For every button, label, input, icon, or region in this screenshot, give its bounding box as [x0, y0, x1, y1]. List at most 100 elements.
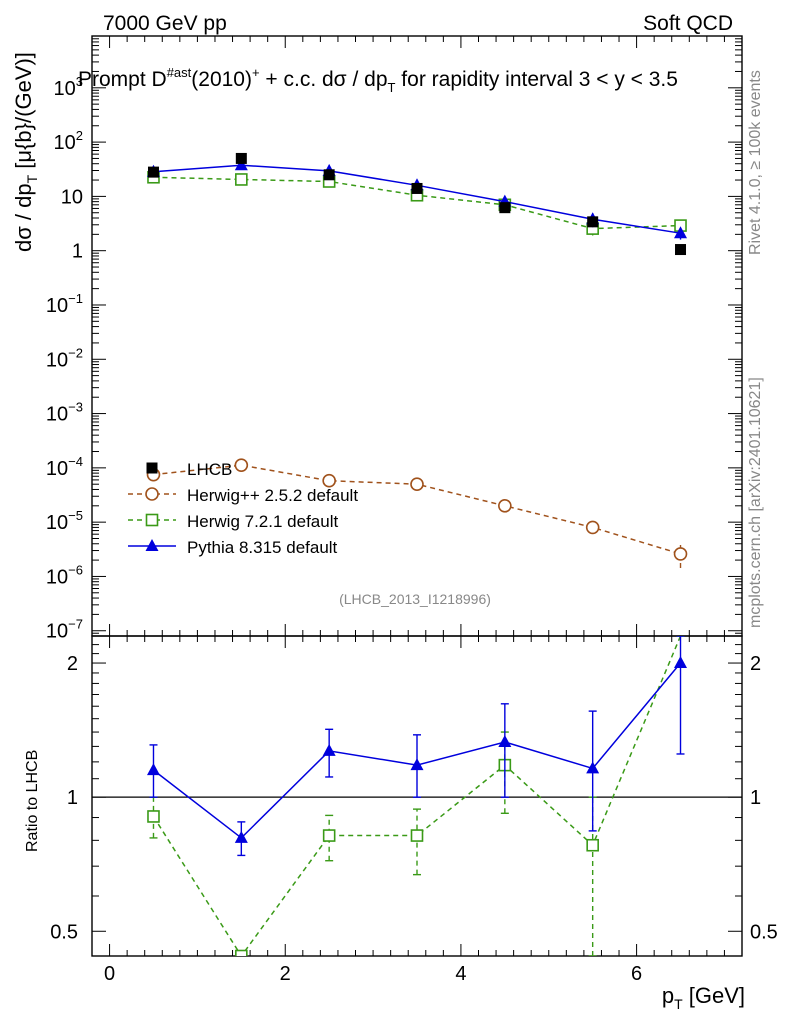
y-tick-label: 10−4 — [46, 454, 83, 480]
ratio-point — [586, 838, 599, 852]
main-y-axis-label-main: dσ / dp — [11, 183, 36, 252]
legend-item: Herwig++ 2.5.2 default — [128, 486, 358, 505]
ratio-point — [235, 949, 248, 956]
legend-label: Pythia 8.315 default — [187, 538, 338, 557]
y-tick-label-base: 10 — [46, 512, 68, 534]
plot-title: Prompt D#ast(2010)+ + c.c. dσ / dpT for … — [78, 65, 678, 95]
data-point — [673, 547, 688, 561]
data-point — [322, 473, 336, 488]
x-tick-label: 4 — [455, 963, 466, 985]
y-tick-label-exp: −6 — [68, 562, 83, 577]
ratio-point — [674, 656, 688, 669]
data-point — [411, 182, 423, 194]
y-tick-label: 10−6 — [46, 562, 83, 588]
y-tick-label: 1 — [72, 241, 83, 263]
mcplots-label: mcplots.cern.ch [arXiv:2401.10621] — [747, 377, 764, 628]
rivet-label: Rivet 4.1.0, ≥ 100k events — [747, 70, 764, 255]
data-point — [234, 158, 248, 171]
y-tick-label-base: 10 — [46, 295, 68, 317]
data-point — [235, 152, 247, 164]
x-tick-label: 2 — [280, 963, 291, 985]
plot-title-sub: T — [388, 80, 396, 95]
legend-item: Herwig 7.2.1 default — [128, 512, 338, 531]
y-tick-label: 10−1 — [46, 291, 83, 317]
plot-title-mid: (2010) — [191, 68, 252, 91]
plot-title-tail: for rapidity interval 3 < y < 3.5 — [395, 68, 677, 91]
ratio-y-tick-label: 2 — [67, 653, 78, 675]
legend-label: LHCB — [187, 460, 232, 479]
legend: LHCB Herwig++ 2.5.2 default Herwig 7.2.1 d… — [128, 460, 358, 557]
y-tick-label: 10−5 — [46, 508, 83, 534]
ratio-point — [234, 830, 248, 843]
plot-title-rest: + c.c. dσ / dp — [260, 68, 388, 91]
ratio-point — [147, 810, 160, 823]
y-tick-label-base: 10 — [46, 621, 68, 643]
series-lhcb — [147, 152, 687, 256]
y-tick-label: 102 — [54, 128, 83, 154]
y-tick-label-exp: −4 — [68, 454, 83, 469]
legend-label: Herwig 7.2.1 default — [187, 512, 338, 531]
y-tick-label-base: 10 — [46, 566, 68, 588]
ratio-y-tick-label-right: 0.5 — [750, 921, 778, 943]
y-tick-label: 10−7 — [46, 617, 83, 643]
ratio-point — [498, 734, 512, 747]
ratio-y-tick-label-right: 1 — [750, 787, 761, 809]
data-point — [410, 477, 424, 492]
ratio-point — [586, 761, 600, 774]
header-right: Soft QCD — [643, 12, 733, 35]
ratio-series-herwig-7-2-1-default — [147, 636, 685, 956]
ratio-data — [146, 636, 688, 956]
y-tick-label-exp: 3 — [76, 74, 83, 89]
legend-item: LHCB — [146, 460, 232, 479]
data-point — [498, 499, 512, 513]
plot-title-prefix: Prompt D — [78, 68, 167, 91]
y-tick-label-exp: −3 — [68, 400, 83, 415]
ratio-frame — [91, 635, 743, 957]
ratio-y-axis-label: Ratio to LHCB — [24, 750, 41, 852]
y-tick-label-base: 10 — [54, 78, 76, 100]
data-point — [234, 458, 249, 472]
ratio-point — [322, 743, 336, 756]
plot-title-sup2: + — [252, 65, 260, 80]
main-y-axis-label-tail: [μ{b}/(GeV)] — [11, 52, 36, 175]
x-axis-label: pT [GeV] — [662, 983, 745, 1012]
data-point — [323, 169, 335, 181]
analysis-watermark: (LHCB_2013_I1218996) — [339, 591, 491, 607]
y-tick-label-base: 10 — [46, 404, 68, 426]
legend-marker — [145, 539, 159, 551]
main-y-axis-label: dσ / dpT [μ{b}/(GeV)] — [11, 52, 40, 252]
header-left: 7000 GeV pp — [103, 12, 227, 35]
legend-label: Herwig++ 2.5.2 default — [187, 486, 358, 505]
ratio-point — [146, 763, 160, 776]
y-tick-label-base: 10 — [61, 186, 83, 208]
data-point — [499, 202, 511, 214]
ratio-point — [322, 829, 336, 842]
data-point — [147, 166, 159, 178]
data-point — [674, 226, 688, 239]
legend-marker — [145, 487, 159, 501]
x-tick-label: 6 — [631, 963, 642, 985]
y-tick-label: 10−3 — [46, 400, 83, 426]
legend-marker — [146, 462, 158, 474]
y-tick-label-exp: −2 — [68, 345, 83, 360]
ratio-point — [410, 829, 424, 842]
x-axis-label-sub: T — [674, 996, 683, 1012]
y-tick-label-base: 10 — [46, 458, 68, 480]
x-axis-label-tail: [GeV] — [683, 983, 745, 1008]
ratio-point — [410, 758, 424, 771]
data-point — [675, 244, 687, 256]
y-tick-label-exp: 2 — [76, 128, 83, 143]
x-axis-label-main: p — [662, 983, 674, 1008]
ratio-y-tick-label-right: 2 — [750, 653, 761, 675]
y-tick-label-base: 10 — [54, 132, 76, 154]
y-tick-label-exp: −7 — [68, 617, 83, 632]
y-tick-label-base: 1 — [72, 241, 83, 263]
main-data — [146, 152, 688, 569]
ratio-y-tick-label: 0.5 — [50, 921, 78, 943]
main-y-axis-label-sub: T — [24, 174, 40, 183]
y-tick-label: 103 — [54, 74, 83, 100]
legend-marker — [145, 513, 159, 527]
ratio-series-pythia-8-315-default — [146, 636, 688, 857]
